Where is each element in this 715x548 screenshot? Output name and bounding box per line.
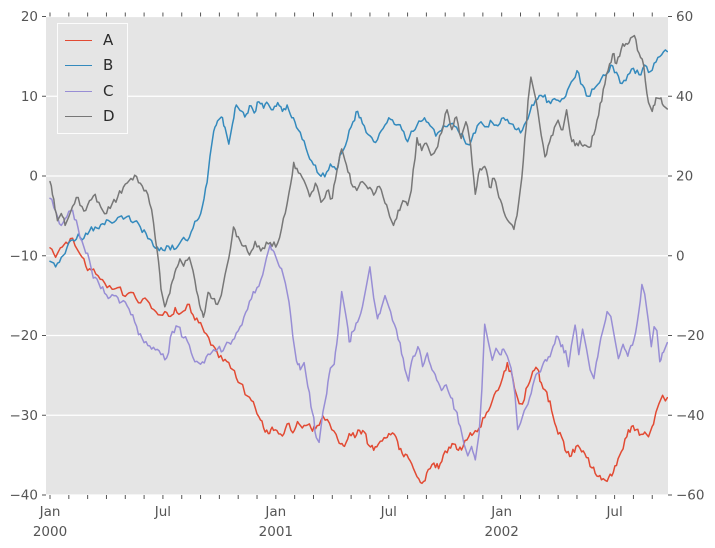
legend-line-c (65, 90, 92, 92)
legend-line-b (65, 65, 92, 67)
x-axis-label-month: Jan (39, 504, 61, 520)
y-axis-label-right: 60 (676, 9, 693, 25)
series-line-d (49, 34, 668, 318)
y-axis-label-right: 20 (676, 169, 693, 185)
x-axis-label-year: 2002 (485, 524, 519, 540)
y-axis-label-left: −10 (10, 248, 39, 264)
y-axis-label-left: −20 (10, 328, 39, 344)
y-axis-label-left: −40 (10, 488, 39, 504)
legend-line-d (65, 115, 92, 117)
y-axis-label-right: −20 (676, 328, 705, 344)
x-axis-label-month: Jan (490, 504, 512, 520)
legend-label-d: D (103, 106, 115, 125)
legend-line-a (65, 40, 92, 42)
series-lines (49, 34, 668, 485)
legend-item-c: C (65, 81, 127, 100)
x-axis-label-month: Jul (605, 504, 622, 520)
y-axis-label-left: −30 (10, 408, 39, 424)
series-line-b (49, 49, 668, 268)
legend-label-b: B (103, 56, 114, 75)
legend-item-b: B (65, 58, 127, 73)
legend-label-c: C (103, 81, 114, 100)
x-axis-label-month: Jul (380, 504, 397, 520)
x-axis-label-year: 2000 (33, 524, 67, 540)
legend-item-a: A (65, 33, 127, 48)
x-axis-label-month: Jan (264, 504, 286, 520)
axis-ticks (42, 12, 672, 499)
y-axis-label-left: 0 (29, 169, 38, 185)
legend-label-a: A (103, 31, 114, 50)
legend-item-d: D (65, 106, 127, 125)
series-line-c (49, 197, 668, 461)
axis-tick-labels: 20 60 10 40 0 20 −10 0 −20 −20 −30 −40 −40 −60 Jan 2000… (10, 9, 705, 540)
series-line-a (49, 237, 668, 485)
x-axis-label-year: 2001 (259, 524, 293, 540)
y-axis-label-left: 20 (21, 9, 38, 25)
y-axis-label-right: 40 (676, 89, 693, 105)
y-axis-label-left: 10 (21, 89, 38, 105)
y-axis-label-right: 0 (676, 248, 685, 264)
y-axis-label-right: −60 (676, 488, 705, 504)
legend: A B C D (57, 23, 128, 134)
y-axis-label-right: −40 (676, 408, 705, 424)
x-axis-label-month: Jul (154, 504, 171, 520)
gridlines (46, 15, 668, 496)
